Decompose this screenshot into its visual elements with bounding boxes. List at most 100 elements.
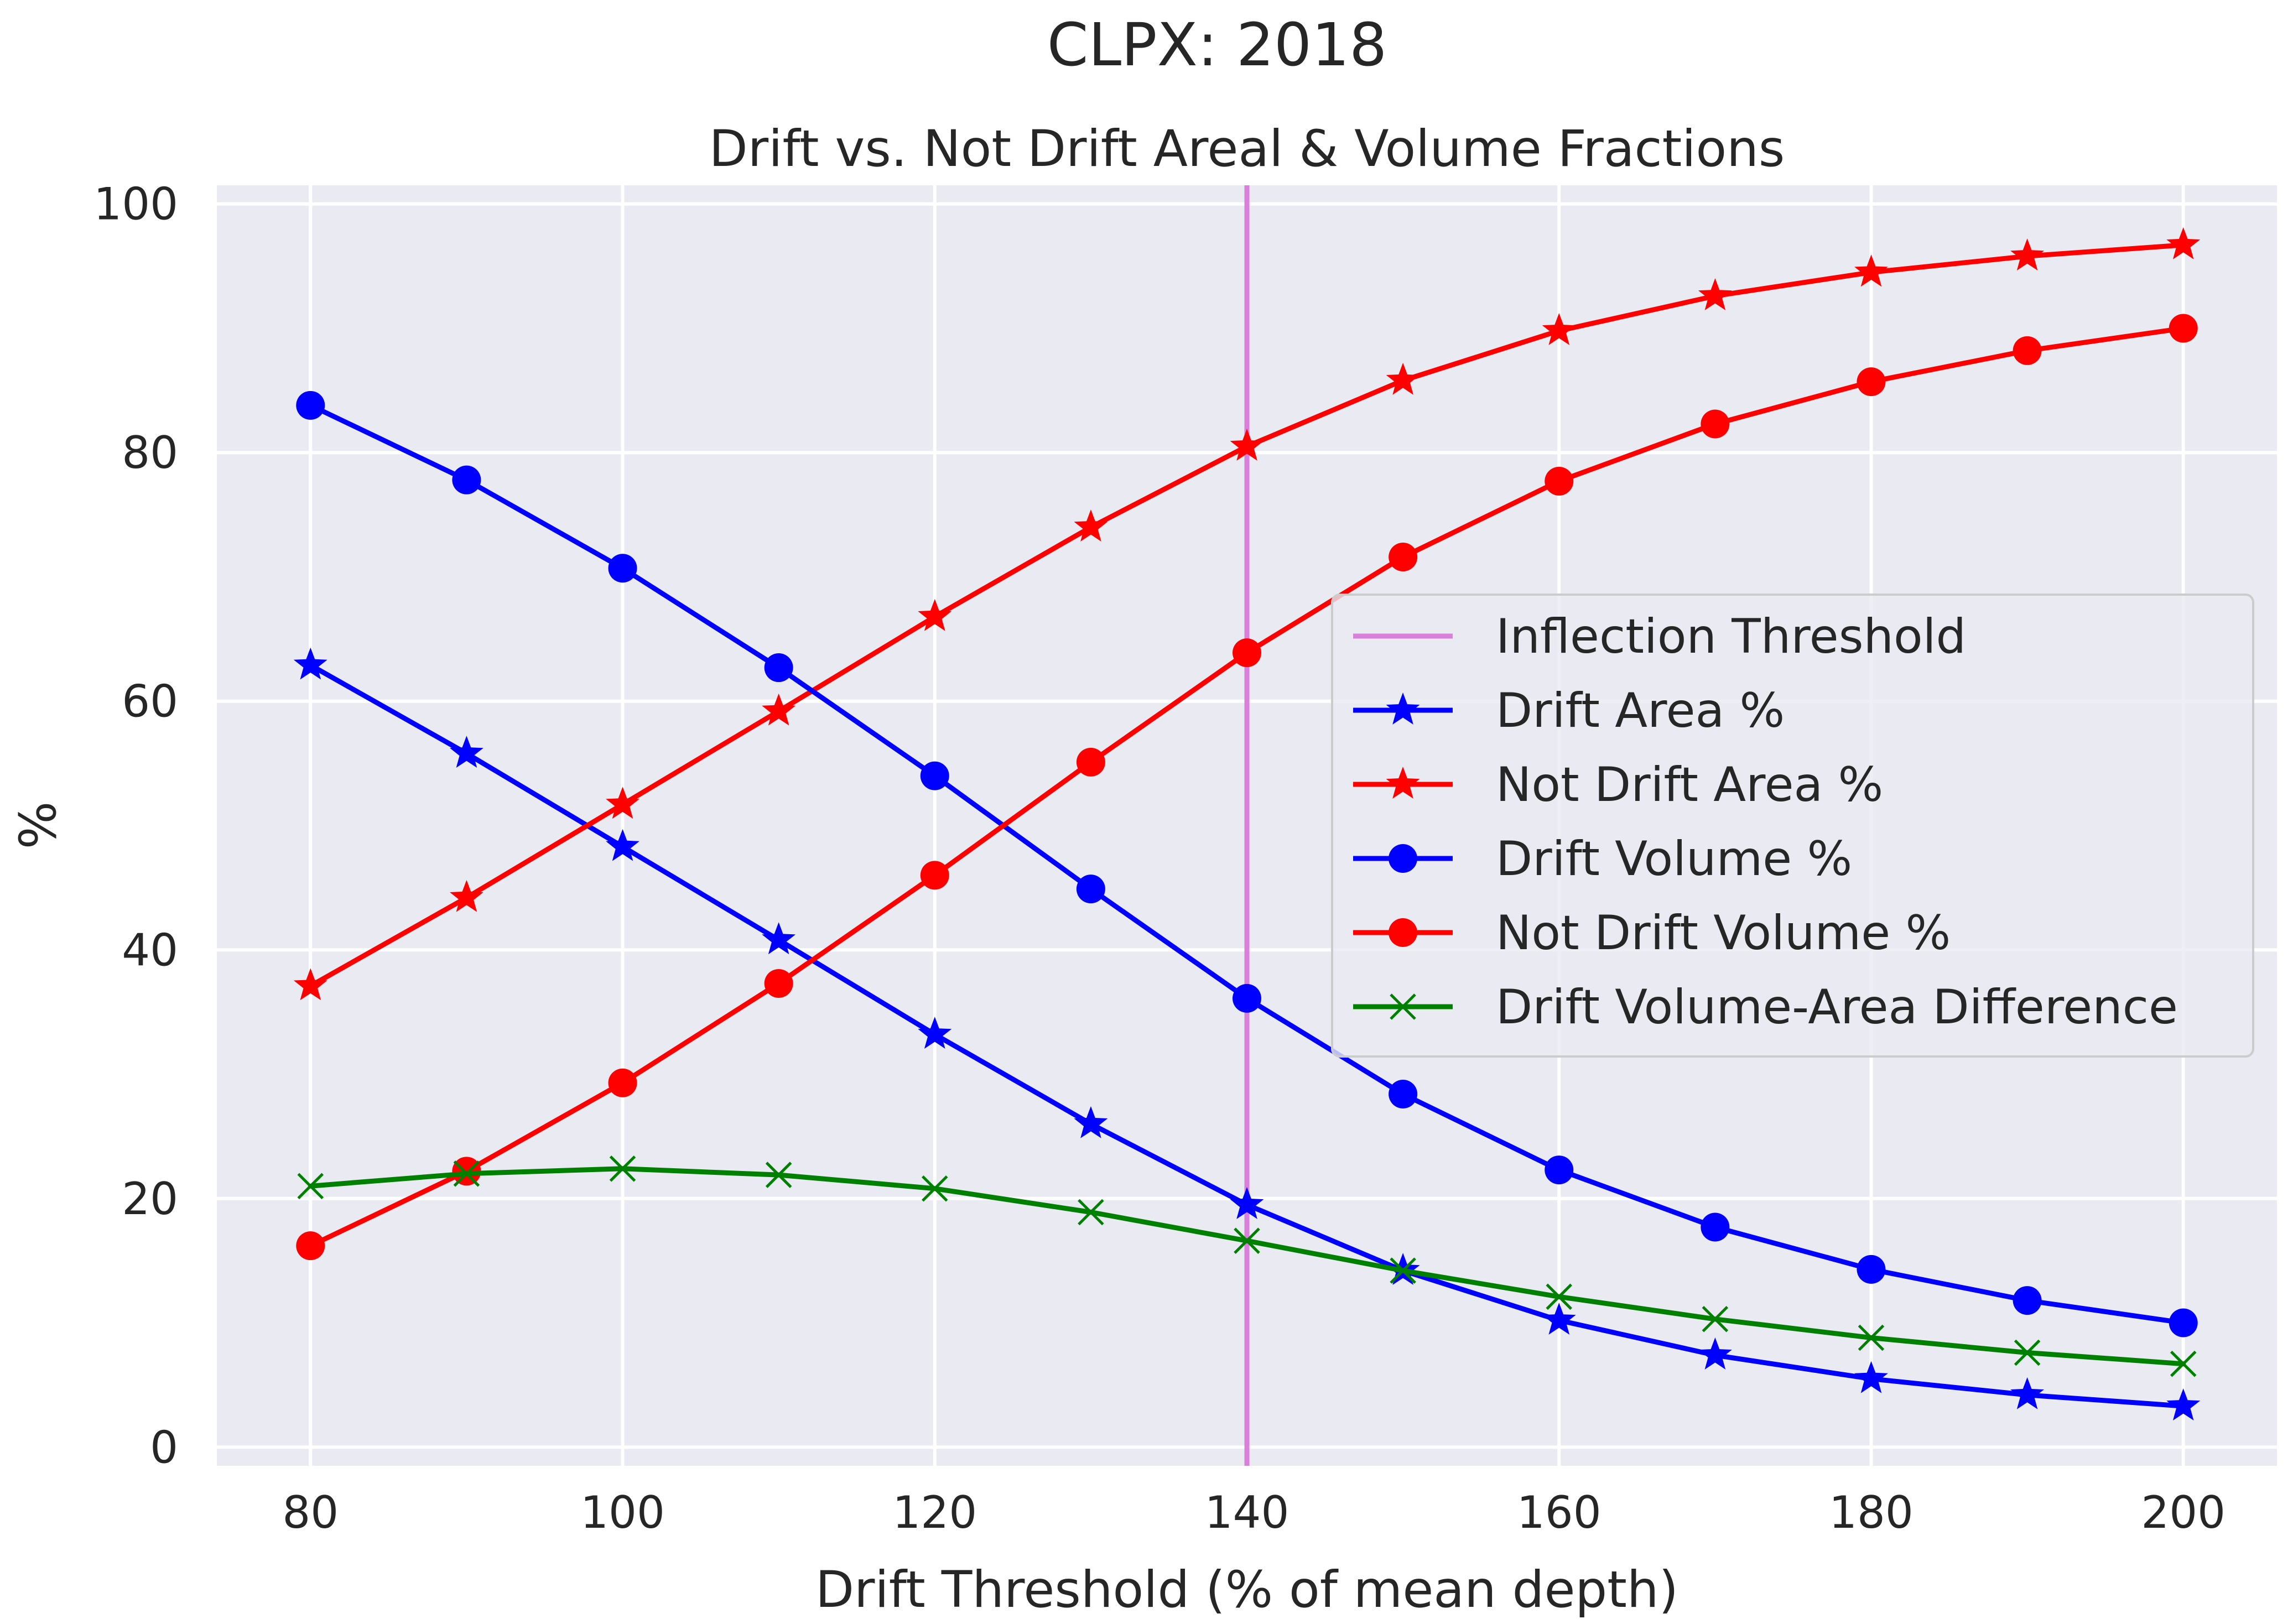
data-point — [606, 787, 639, 819]
data-point — [606, 829, 639, 861]
legend-marker — [1390, 993, 1416, 1020]
x-tick-label: 80 — [282, 1487, 339, 1538]
data-point — [918, 1017, 952, 1049]
legend-item: Not Drift Area % — [1353, 757, 1883, 813]
series-layer — [293, 227, 2201, 1420]
data-point — [1701, 409, 1730, 439]
data-point — [1857, 367, 1886, 397]
data-point — [452, 465, 481, 495]
data-point — [920, 761, 949, 790]
y-tick-labels: 0 20 40 60 80 100 — [93, 179, 178, 1474]
data-point — [1233, 638, 1261, 668]
chart-suptitle: CLPX: 2018 — [1047, 11, 1387, 80]
legend-label: Inflection Threshold — [1496, 609, 1966, 664]
x-tick-label: 120 — [892, 1487, 977, 1538]
legend-marker — [1386, 767, 1420, 799]
data-point — [608, 554, 637, 583]
data-point — [608, 1068, 637, 1097]
data-point — [2169, 314, 2198, 343]
y-tick-label: 60 — [122, 676, 178, 727]
data-point — [2166, 1388, 2201, 1420]
data-point — [918, 598, 952, 631]
data-point — [762, 922, 796, 955]
x-tick-label: 180 — [1829, 1487, 1914, 1538]
legend-label: Not Drift Volume % — [1496, 905, 1951, 961]
data-point — [765, 1162, 792, 1188]
data-point — [2010, 1377, 2044, 1409]
data-point — [2166, 227, 2201, 259]
y-tick-label: 40 — [122, 924, 178, 976]
data-point — [1857, 1255, 1886, 1284]
data-point — [1542, 1303, 1576, 1335]
data-point — [1390, 1257, 1416, 1284]
data-point — [762, 693, 796, 726]
data-point — [1078, 1199, 1104, 1226]
series-not-drift-volume — [296, 314, 2198, 1261]
data-point — [1074, 509, 1108, 542]
legend-item: Drift Area % — [1353, 683, 1785, 738]
legend-label: Drift Volume % — [1496, 831, 1852, 887]
y-axis-label: % — [9, 801, 67, 849]
data-point — [2013, 336, 2042, 365]
data-point — [1698, 1337, 1732, 1370]
data-point — [450, 879, 483, 912]
legend: Inflection Threshold Drift Area % Not Drif… — [1331, 594, 2254, 1058]
series-not-drift-area — [293, 227, 2201, 1001]
data-point — [1854, 1361, 1888, 1393]
data-point — [293, 968, 327, 1001]
data-point — [450, 736, 483, 768]
data-point — [764, 969, 793, 998]
data-point — [296, 1231, 325, 1261]
data-point — [1076, 747, 1105, 777]
data-point — [1702, 1306, 1729, 1332]
data-point — [1074, 1106, 1108, 1138]
x-tick-label: 200 — [2141, 1487, 2226, 1538]
data-point — [1545, 1155, 1574, 1185]
data-point — [1230, 429, 1264, 461]
data-point — [1854, 254, 1888, 287]
data-point — [1545, 466, 1574, 496]
legend-item: Inflection Threshold — [1353, 609, 1966, 664]
data-point — [920, 861, 949, 890]
legend-items: Inflection Threshold Drift Area % Not Drif… — [1353, 609, 2178, 1035]
data-point — [2170, 1350, 2197, 1377]
chart-title: Drift vs. Not Drift Areal & Volume Fract… — [709, 120, 1785, 178]
data-point — [764, 653, 793, 683]
series-drift-volume-area-difference — [297, 1155, 2197, 1377]
legend-marker — [1386, 693, 1420, 725]
legend-item: Not Drift Volume % — [1353, 905, 1951, 961]
x-tick-label: 140 — [1205, 1487, 1290, 1538]
y-tick-label: 80 — [122, 427, 178, 478]
data-point — [1701, 1212, 1730, 1242]
legend-box — [1331, 594, 2254, 1058]
legend-item: Drift Volume % — [1353, 831, 1852, 887]
data-point — [2169, 1308, 2198, 1337]
data-point — [453, 1160, 480, 1187]
series-drift-volume — [296, 391, 2198, 1337]
data-point — [2013, 1286, 2042, 1315]
data-point — [1233, 983, 1261, 1013]
y-tick-label: 0 — [150, 1422, 178, 1473]
data-point — [293, 647, 327, 680]
legend-item: Drift Volume-Area Difference — [1353, 980, 2178, 1035]
data-point — [1389, 543, 1418, 572]
legend-marker — [1389, 918, 1417, 947]
data-point — [1076, 875, 1105, 904]
legend-label: Drift Volume-Area Difference — [1496, 980, 2178, 1035]
data-point — [1234, 1227, 1260, 1254]
data-point — [1858, 1324, 1885, 1351]
legend-label: Not Drift Area % — [1496, 757, 1883, 813]
data-point — [1230, 1187, 1264, 1219]
data-point — [297, 1173, 324, 1200]
data-point — [1698, 278, 1732, 310]
x-tick-label: 100 — [580, 1487, 665, 1538]
data-point — [296, 391, 325, 420]
data-point — [1542, 313, 1576, 345]
data-point — [1389, 1079, 1418, 1108]
y-tick-label: 100 — [93, 179, 178, 230]
x-axis-label: Drift Threshold (% of mean depth) — [815, 1561, 1678, 1619]
x-tick-labels: 80 100 120 140 160 180 200 — [282, 1487, 2226, 1538]
data-point — [1546, 1283, 1573, 1310]
data-point — [2014, 1339, 2041, 1366]
